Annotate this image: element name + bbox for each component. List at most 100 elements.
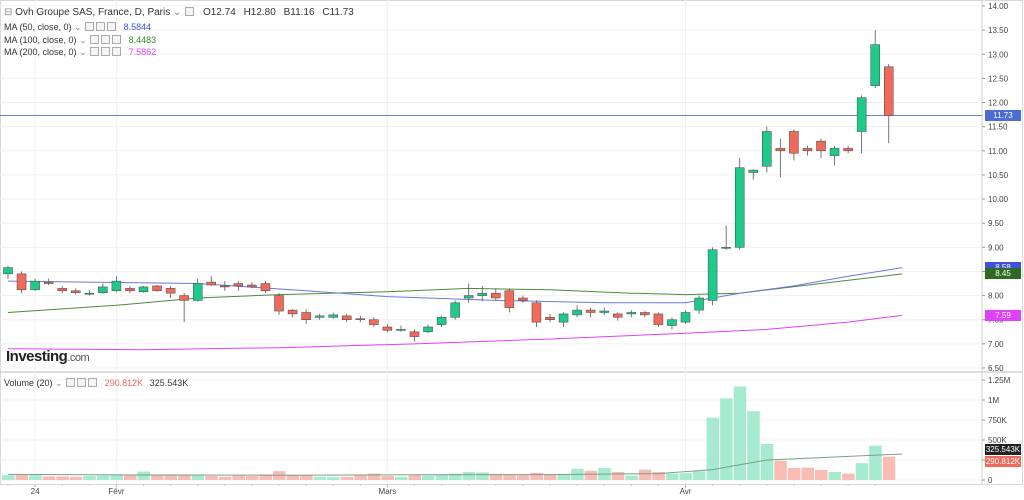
candle-body — [613, 313, 623, 318]
ma50-legend[interactable]: MA (50, close, 0) ⌄ 8.5844 — [4, 22, 151, 33]
candle-body — [287, 309, 298, 315]
candle-body — [409, 331, 420, 337]
volume-bar — [801, 467, 814, 480]
candle-body — [694, 297, 704, 311]
candle-body — [599, 310, 609, 313]
high-value: H12.80 — [243, 7, 276, 18]
ma200-line — [7, 314, 903, 351]
candle-body — [71, 290, 81, 293]
candle-body — [504, 290, 515, 308]
ma200-value: 7.5862 — [128, 47, 157, 57]
time-tick-label: Mars — [379, 487, 397, 495]
volume-bar — [340, 476, 354, 480]
volume-bar — [232, 475, 245, 480]
volume-bar — [787, 468, 801, 480]
candle-body — [314, 315, 325, 318]
volume-tick-label: 750K — [988, 416, 1007, 425]
close-icon[interactable] — [107, 22, 117, 31]
close-icon[interactable] — [88, 378, 98, 387]
eye-icon[interactable] — [85, 22, 95, 31]
volume-bar — [15, 474, 29, 480]
candle-body — [640, 312, 650, 316]
ma100-value: 8.4483 — [128, 35, 157, 45]
candle-body — [816, 140, 826, 152]
candle-body — [802, 148, 813, 152]
candle-body — [369, 319, 379, 325]
chevron-down-icon[interactable]: ⌄ — [173, 7, 182, 18]
volume-legend[interactable]: Volume (20) ⌄ 290.812K 325.543K — [4, 378, 188, 389]
ma200-label: MA (200, close, 0) — [4, 47, 77, 57]
volume-bar — [679, 473, 692, 480]
volume-value-1: 290.812K — [104, 378, 144, 388]
price-tick-label: 8.00 — [988, 292, 1004, 301]
candle-body — [16, 273, 27, 291]
chevron-down-icon[interactable]: ⌄ — [55, 378, 63, 388]
candle-body — [355, 318, 366, 321]
volume-bar — [828, 472, 842, 480]
candle-body — [301, 312, 311, 320]
volume-bar — [842, 473, 855, 480]
volume-scale-label: 325.543K — [985, 444, 1021, 456]
close-icon[interactable] — [112, 47, 122, 56]
settings-box-icon[interactable] — [185, 7, 195, 16]
candle-body — [3, 267, 13, 275]
candle-body — [884, 66, 894, 116]
volume-bar — [286, 474, 300, 480]
price-tick-label: 11.50 — [988, 123, 1008, 132]
candle-body — [721, 247, 731, 249]
volume-label: Volume (20) — [4, 378, 53, 388]
collapse-icon[interactable]: ⊟ — [4, 7, 13, 18]
volume-bar — [164, 474, 178, 480]
ma50-line — [7, 267, 903, 304]
volume-bar — [178, 475, 191, 480]
candle-body — [220, 285, 230, 288]
candle-body — [450, 302, 460, 318]
candle-body — [762, 131, 772, 167]
volume-bar — [815, 470, 828, 480]
gear-icon[interactable] — [101, 35, 111, 44]
candle-body — [179, 295, 189, 301]
chart-title: Ovh Groupe SAS, France, D, Paris — [15, 7, 171, 18]
chart-frame — [0, 0, 1023, 485]
volume-bar — [476, 472, 489, 480]
volume-bar — [191, 475, 205, 480]
volume-bar — [110, 474, 123, 480]
logo-suffix: .com — [67, 352, 90, 364]
candle-body — [165, 288, 176, 294]
candle-body — [43, 281, 54, 284]
volume-bar — [205, 476, 218, 480]
eye-icon[interactable] — [66, 378, 76, 387]
volume-bar — [381, 476, 394, 480]
candle-body — [396, 329, 406, 331]
volume-bar — [733, 386, 747, 480]
ma200-legend[interactable]: MA (200, close, 0) ⌄ 7.5862 — [4, 47, 156, 58]
price-scale-label: 7.59 — [985, 309, 1021, 321]
volume-bar — [462, 472, 476, 480]
candle-body — [491, 292, 501, 299]
ma100-legend[interactable]: MA (100, close, 0) ⌄ 8.4483 — [4, 35, 156, 46]
volume-tick-label: 1M — [988, 396, 999, 405]
volume-bar — [2, 475, 15, 480]
volume-bar — [760, 444, 774, 480]
volume-bar — [774, 460, 787, 480]
volume-bar — [123, 474, 137, 480]
candle-body — [192, 283, 203, 301]
volume-bar — [435, 474, 449, 480]
price-tick-label: 12.50 — [988, 74, 1009, 83]
gear-icon[interactable] — [96, 22, 106, 31]
volume-bar — [638, 469, 652, 480]
volume-bar — [503, 474, 516, 480]
gear-icon[interactable] — [101, 47, 111, 56]
eye-icon[interactable] — [90, 35, 100, 44]
eye-icon[interactable] — [90, 47, 100, 56]
candle-body — [856, 97, 867, 132]
close-icon[interactable] — [112, 35, 122, 44]
candle-body — [545, 317, 555, 320]
chevron-down-icon[interactable]: ⌄ — [79, 35, 87, 45]
chevron-down-icon[interactable]: ⌄ — [74, 22, 82, 32]
candle-body — [206, 281, 216, 286]
chevron-down-icon[interactable]: ⌄ — [79, 47, 87, 57]
gear-icon[interactable] — [77, 378, 87, 387]
